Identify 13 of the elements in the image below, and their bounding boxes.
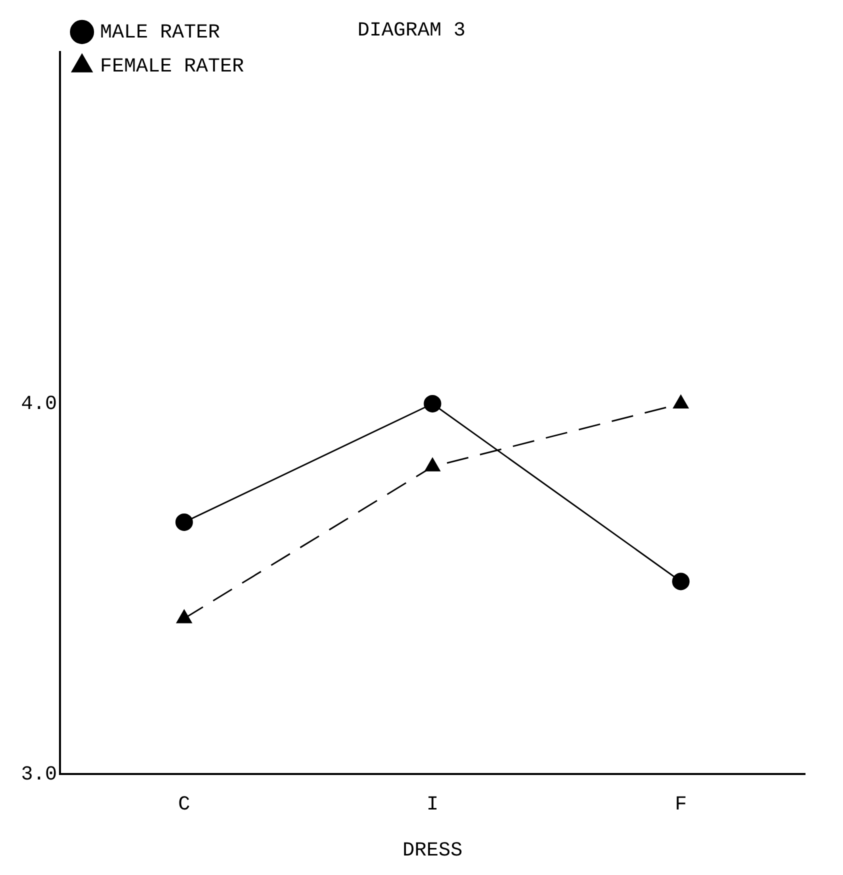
legend-label: MALE RATER (100, 21, 220, 44)
chart-title: DIAGRAM 3 (357, 19, 466, 42)
point (673, 394, 689, 408)
point (424, 458, 440, 472)
x-tick-label: C (178, 793, 190, 816)
legend-label: FEMALE RATER (100, 55, 244, 78)
x-axis-title: DRESS (402, 839, 463, 862)
x-tick-label: I (426, 793, 439, 816)
point (672, 572, 690, 590)
y-tick-label: 4.0 (20, 393, 58, 416)
x-tick-label: F (674, 793, 687, 816)
y-tick-label: 3.0 (20, 763, 58, 786)
point (175, 513, 193, 531)
